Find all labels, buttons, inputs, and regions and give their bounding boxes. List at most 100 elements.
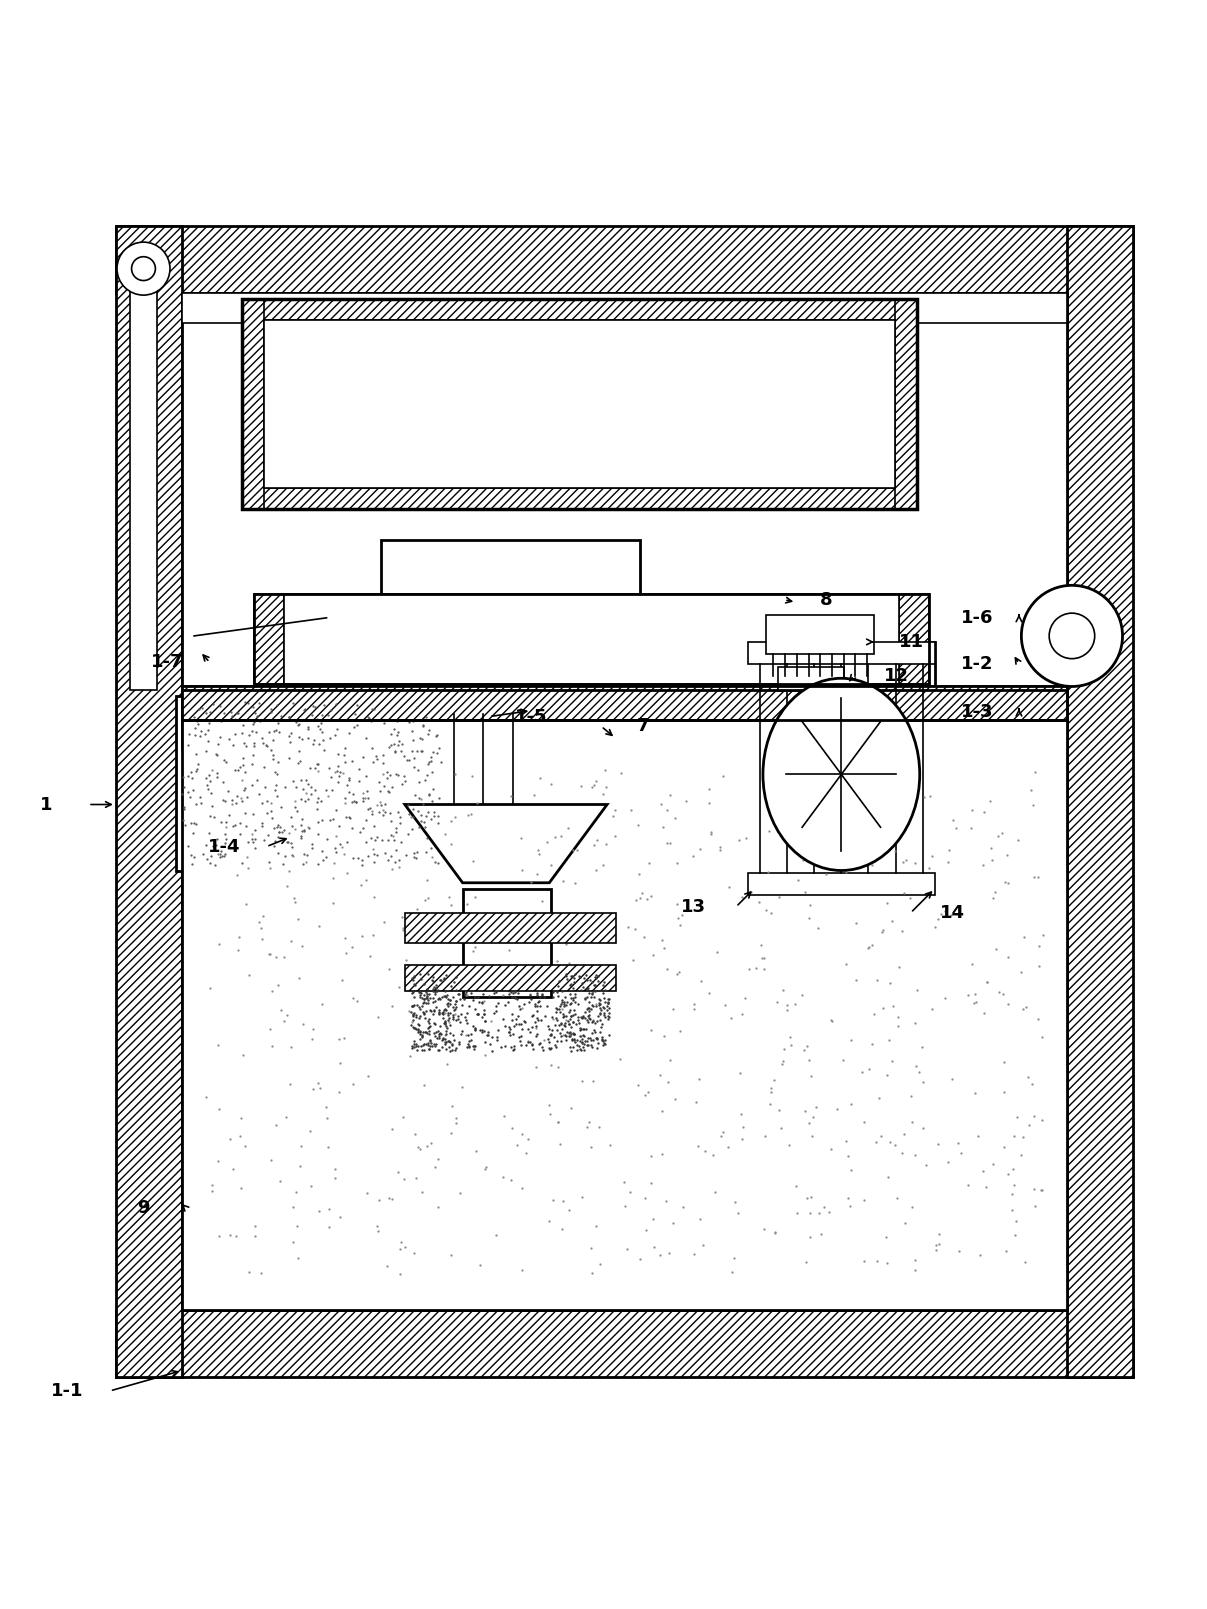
Point bbox=[762, 901, 781, 927]
Point bbox=[415, 1018, 435, 1044]
Point bbox=[670, 912, 689, 938]
Point bbox=[568, 991, 588, 1017]
Point bbox=[315, 737, 334, 763]
Point bbox=[1019, 1112, 1038, 1138]
Point bbox=[472, 990, 491, 1015]
Point bbox=[313, 991, 332, 1017]
Point bbox=[409, 1018, 428, 1044]
Bar bbox=[898, 594, 928, 684]
Point bbox=[196, 721, 215, 747]
Point bbox=[404, 755, 424, 780]
Point bbox=[437, 1030, 456, 1056]
Point bbox=[665, 804, 684, 830]
Point bbox=[339, 767, 358, 793]
Point bbox=[821, 769, 840, 795]
Point bbox=[500, 1022, 519, 1047]
Point bbox=[256, 774, 275, 800]
Point bbox=[654, 1023, 674, 1049]
Point bbox=[445, 994, 465, 1020]
Point bbox=[443, 1036, 462, 1062]
Point bbox=[339, 766, 358, 792]
Point bbox=[261, 700, 280, 726]
Point bbox=[428, 998, 448, 1023]
Point bbox=[523, 1015, 542, 1041]
Point bbox=[758, 859, 777, 885]
Point bbox=[235, 1133, 255, 1158]
Point bbox=[232, 850, 251, 875]
Point bbox=[514, 1009, 533, 1035]
Point bbox=[380, 779, 400, 804]
Point bbox=[204, 804, 223, 830]
Point bbox=[841, 1091, 861, 1117]
Point bbox=[422, 985, 442, 1010]
Point bbox=[282, 843, 302, 869]
Point bbox=[500, 936, 519, 962]
Point bbox=[295, 697, 314, 722]
Point bbox=[561, 1004, 581, 1030]
Point bbox=[523, 1004, 542, 1030]
Point bbox=[404, 967, 424, 993]
Point bbox=[494, 1163, 513, 1189]
Point bbox=[373, 742, 392, 767]
Point bbox=[404, 1035, 424, 1060]
Point bbox=[524, 782, 543, 808]
Point bbox=[593, 1027, 612, 1052]
Point bbox=[595, 1031, 614, 1057]
Point bbox=[263, 806, 282, 832]
Point bbox=[420, 1033, 439, 1059]
Circle shape bbox=[117, 241, 170, 294]
Point bbox=[425, 803, 444, 829]
Point bbox=[657, 1189, 676, 1215]
Point bbox=[422, 967, 442, 993]
Point bbox=[200, 700, 220, 726]
Point bbox=[466, 996, 485, 1022]
Point bbox=[540, 1030, 559, 1056]
Point bbox=[508, 1002, 527, 1028]
Point bbox=[410, 985, 430, 1010]
Point bbox=[337, 861, 356, 887]
Point bbox=[420, 1027, 439, 1052]
Point bbox=[566, 985, 585, 1010]
Point bbox=[419, 1015, 438, 1041]
Point bbox=[926, 1232, 945, 1258]
Point bbox=[419, 1031, 438, 1057]
Point bbox=[453, 993, 472, 1018]
Point bbox=[521, 986, 541, 1012]
Point bbox=[505, 985, 524, 1010]
Point bbox=[1011, 959, 1031, 985]
Point bbox=[403, 1014, 422, 1039]
Point bbox=[579, 1110, 599, 1136]
Point bbox=[410, 1018, 430, 1044]
Point bbox=[541, 1052, 560, 1078]
Point bbox=[344, 714, 363, 740]
Point bbox=[288, 1245, 308, 1271]
Point bbox=[350, 819, 369, 845]
Point bbox=[556, 1028, 576, 1054]
Point bbox=[302, 702, 321, 727]
Point bbox=[482, 1009, 501, 1035]
Point bbox=[436, 1007, 455, 1033]
Point bbox=[583, 993, 602, 1018]
Point bbox=[181, 811, 200, 837]
Point bbox=[974, 800, 993, 825]
Point bbox=[512, 1023, 531, 1049]
Point bbox=[521, 869, 541, 895]
Point bbox=[870, 1086, 890, 1112]
Point bbox=[179, 779, 198, 804]
Point bbox=[590, 991, 610, 1017]
Point bbox=[343, 706, 362, 732]
Point bbox=[520, 1028, 540, 1054]
Point bbox=[672, 903, 692, 928]
Point bbox=[393, 916, 413, 941]
Point bbox=[940, 837, 960, 862]
Point bbox=[549, 996, 568, 1022]
Point bbox=[419, 800, 438, 825]
Point bbox=[841, 796, 861, 822]
Point bbox=[966, 1080, 985, 1105]
Point bbox=[764, 1067, 783, 1093]
Point bbox=[319, 1215, 338, 1241]
Point bbox=[476, 1155, 495, 1181]
Point bbox=[352, 922, 372, 948]
Point bbox=[701, 821, 721, 846]
Point bbox=[327, 838, 346, 864]
